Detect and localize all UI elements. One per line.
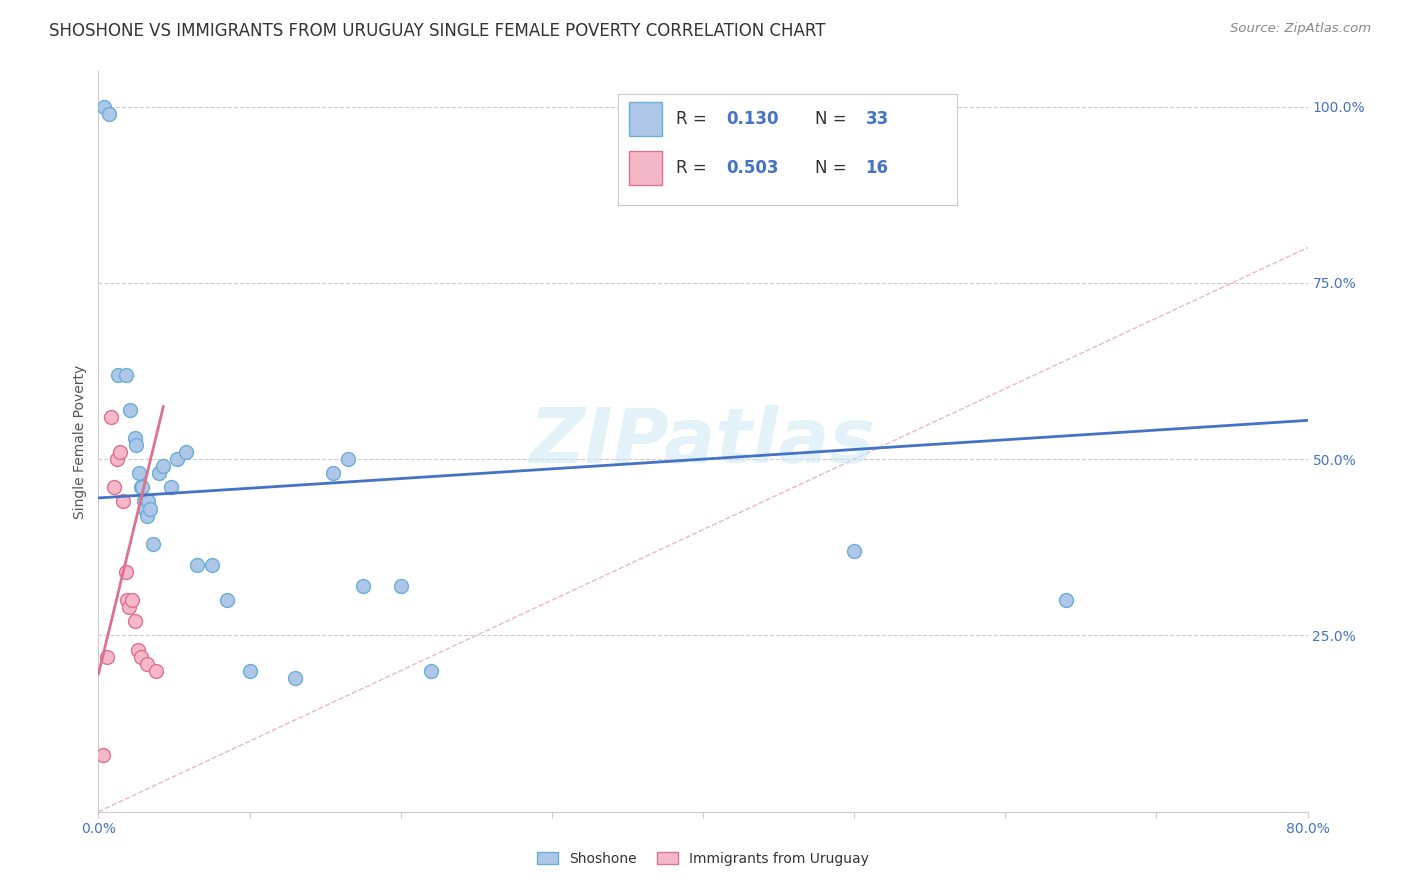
- Immigrants from Uruguay: [127, 642, 149, 657]
- Legend: Shoshone, Immigrants from Uruguay: Shoshone, Immigrants from Uruguay: [531, 847, 875, 871]
- Shoshone: [336, 452, 359, 467]
- Text: Source: ZipAtlas.com: Source: ZipAtlas.com: [1230, 22, 1371, 36]
- Immigrants from Uruguay: [114, 565, 136, 579]
- Shoshone: [389, 579, 412, 593]
- Shoshone: [148, 467, 170, 481]
- Immigrants from Uruguay: [111, 494, 134, 508]
- Shoshone: [1054, 593, 1077, 607]
- Shoshone: [120, 402, 142, 417]
- Shoshone: [125, 438, 148, 452]
- Shoshone: [160, 480, 183, 494]
- Shoshone: [152, 459, 174, 474]
- Immigrants from Uruguay: [100, 409, 122, 424]
- Immigrants from Uruguay: [105, 452, 128, 467]
- Y-axis label: Single Female Poverty: Single Female Poverty: [73, 365, 87, 518]
- Immigrants from Uruguay: [124, 615, 146, 629]
- Immigrants from Uruguay: [115, 593, 138, 607]
- Shoshone: [215, 593, 238, 607]
- Immigrants from Uruguay: [129, 649, 152, 664]
- Shoshone: [844, 544, 866, 558]
- Shoshone: [129, 480, 152, 494]
- Shoshone: [93, 100, 115, 114]
- Shoshone: [166, 452, 188, 467]
- Immigrants from Uruguay: [135, 657, 157, 671]
- Text: SHOSHONE VS IMMIGRANTS FROM URUGUAY SINGLE FEMALE POVERTY CORRELATION CHART: SHOSHONE VS IMMIGRANTS FROM URUGUAY SING…: [49, 22, 825, 40]
- Shoshone: [139, 501, 162, 516]
- Shoshone: [128, 467, 150, 481]
- Shoshone: [420, 664, 443, 678]
- Shoshone: [186, 558, 208, 572]
- Immigrants from Uruguay: [145, 664, 167, 678]
- Shoshone: [98, 106, 121, 120]
- Shoshone: [142, 537, 165, 551]
- Shoshone: [135, 508, 157, 523]
- Shoshone: [239, 664, 262, 678]
- Shoshone: [352, 579, 374, 593]
- Shoshone: [201, 558, 224, 572]
- Text: ZIPatlas: ZIPatlas: [530, 405, 876, 478]
- Immigrants from Uruguay: [103, 480, 125, 494]
- Shoshone: [107, 368, 129, 382]
- Shoshone: [136, 494, 159, 508]
- Immigrants from Uruguay: [121, 593, 143, 607]
- Shoshone: [322, 467, 344, 481]
- Shoshone: [174, 445, 197, 459]
- Shoshone: [131, 480, 153, 494]
- Immigrants from Uruguay: [118, 600, 141, 615]
- Immigrants from Uruguay: [96, 649, 118, 664]
- Shoshone: [284, 671, 307, 685]
- Shoshone: [114, 368, 136, 382]
- Immigrants from Uruguay: [108, 445, 131, 459]
- Immigrants from Uruguay: [91, 748, 114, 763]
- Shoshone: [132, 494, 155, 508]
- Shoshone: [124, 431, 146, 445]
- Shoshone: [134, 501, 156, 516]
